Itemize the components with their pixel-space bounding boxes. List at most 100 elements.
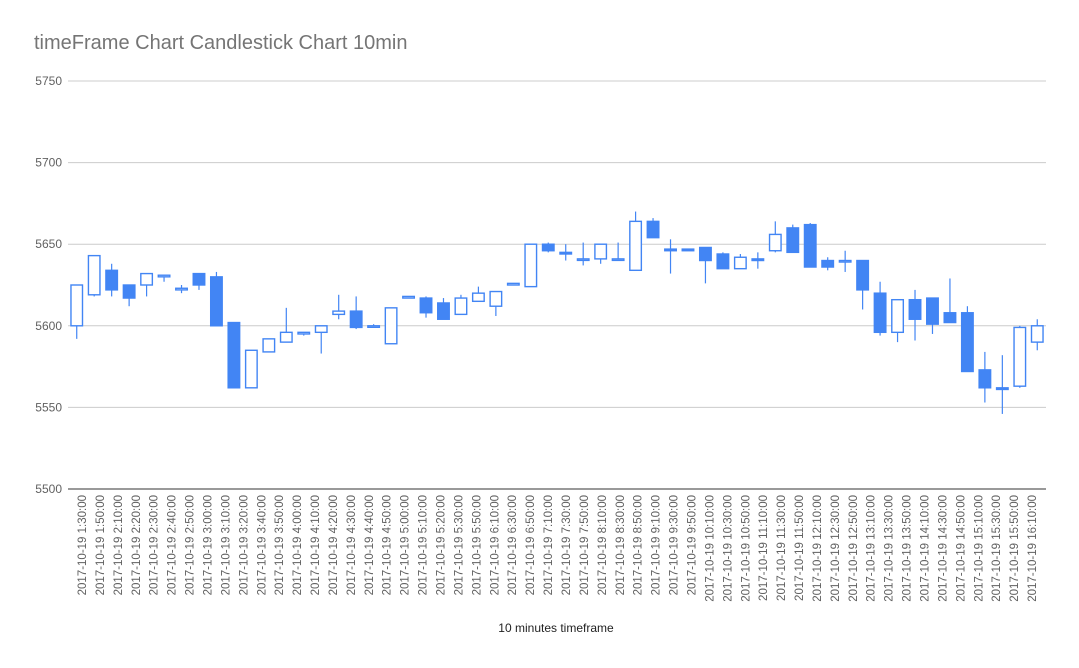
candle-body — [646, 220, 660, 239]
x-tick-label: 2017-10-19 2:40:00 — [167, 495, 179, 595]
candle-body — [541, 243, 555, 252]
candle-body — [786, 227, 800, 254]
x-tick-label: 2017-10-19 3:00:00 — [202, 495, 214, 595]
candle-body — [594, 243, 608, 260]
candle-body — [524, 243, 538, 288]
candle-body — [279, 331, 293, 343]
x-tick-label: 2017-10-19 11:10:00 — [758, 495, 770, 601]
candle-body — [821, 259, 835, 268]
candle-body — [611, 258, 625, 262]
candle-body — [437, 302, 450, 320]
x-tick-label: 2017-10-19 7:30:00 — [561, 495, 573, 595]
candle-body — [664, 248, 677, 252]
x-tick-label: 2017-10-19 9:50:00 — [686, 495, 698, 595]
x-tick-label: 2017-10-19 2:20:00 — [131, 495, 143, 595]
candle-body — [576, 258, 590, 262]
x-tick-label: 2017-10-19 13:50:00 — [902, 495, 914, 602]
x-tick-label: 2017-10-19 10:50:00 — [740, 495, 752, 602]
candle-body — [489, 290, 503, 307]
candle-body — [908, 298, 922, 320]
y-tick-label: 5550 — [35, 400, 62, 414]
candle-body — [716, 253, 730, 270]
x-tick-label: 2017-10-19 6:50:00 — [525, 495, 537, 595]
x-tick-label: 2017-10-19 1:50:00 — [95, 495, 107, 595]
candle-body — [995, 387, 1009, 391]
candle-body — [87, 254, 101, 296]
x-tick-label: 2017-10-19 3:10:00 — [220, 495, 232, 595]
x-tick-label: 2017-10-19 4:40:00 — [364, 495, 376, 595]
x-tick-label: 2017-10-19 12:50:00 — [848, 495, 860, 602]
candle-body — [332, 310, 346, 316]
x-tick-label: 2017-10-19 15:30:00 — [991, 495, 1003, 602]
candle-body — [1030, 325, 1044, 343]
candle-body — [244, 349, 258, 389]
y-tick-label: 5750 — [35, 74, 62, 88]
candle-body — [891, 298, 905, 334]
x-tick-label: 2017-10-19 4:10:00 — [310, 495, 322, 595]
candle-body — [978, 369, 992, 389]
x-tick-label: 2017-10-19 9:10:00 — [651, 495, 663, 595]
x-tick-label: 2017-10-19 14:30:00 — [937, 495, 949, 602]
x-tick-label: 2017-10-19 4:20:00 — [328, 495, 340, 595]
candle-body — [105, 269, 119, 291]
candle-body — [856, 259, 870, 291]
candle-body — [227, 321, 241, 389]
x-tick-label: 2017-10-19 5:20:00 — [436, 495, 448, 595]
x-tick-label: 2017-10-19 7:50:00 — [579, 495, 591, 595]
chart-title: timeFrame Chart Candlestick Chart 10min — [34, 32, 407, 54]
x-tick-label: 2017-10-19 3:40:00 — [256, 495, 268, 595]
x-tick-label: 2017-10-19 4:00:00 — [292, 495, 304, 595]
x-tick-label: 2017-10-19 3:50:00 — [274, 495, 286, 595]
candle-body — [209, 276, 223, 327]
candle-body — [768, 233, 782, 252]
y-tick-label: 5600 — [35, 319, 62, 333]
candle-body — [960, 312, 974, 373]
x-tick-label: 2017-10-19 5:30:00 — [453, 495, 465, 595]
candle-body — [1013, 326, 1027, 387]
candle-body — [192, 272, 206, 286]
x-tick-label: 2017-10-19 14:10:00 — [920, 495, 932, 602]
x-tick-label: 2017-10-19 1:30:00 — [77, 495, 89, 595]
x-tick-label: 2017-10-19 8:30:00 — [615, 495, 627, 595]
candle-body — [367, 325, 381, 328]
x-tick-label: 2017-10-19 8:50:00 — [633, 495, 645, 595]
candle-body — [698, 246, 712, 262]
candle-body — [175, 287, 188, 291]
x-tick-label: 2017-10-19 14:50:00 — [955, 495, 967, 602]
x-tick-label: 2017-10-19 12:30:00 — [830, 495, 842, 602]
x-tick-label: 2017-10-19 15:50:00 — [1009, 495, 1021, 602]
candle-body — [122, 284, 136, 299]
y-tick-label: 5500 — [35, 482, 62, 496]
x-tick-label: 2017-10-19 7:10:00 — [543, 495, 555, 595]
candle-body — [751, 258, 765, 262]
x-tick-label: 2017-10-19 6:30:00 — [507, 495, 519, 595]
x-tick-label: 2017-10-19 15:10:00 — [973, 495, 985, 602]
candle-body — [471, 292, 485, 303]
x-tick-label: 2017-10-19 10:30:00 — [722, 495, 734, 602]
candle-body — [943, 312, 957, 324]
x-tick-label: 2017-10-19 3:20:00 — [238, 495, 250, 595]
candle-body — [419, 297, 433, 314]
candle-body — [506, 282, 520, 286]
y-tick-label: 5650 — [35, 237, 62, 251]
y-tick-label: 5700 — [35, 156, 62, 170]
x-axis-ticks: 2017-10-19 1:30:00 2017-10-19 1:50:00 2017… — [77, 495, 1039, 602]
x-tick-label: 2017-10-19 2:30:00 — [149, 495, 161, 595]
x-tick-label: 2017-10-19 2:10:00 — [113, 495, 125, 595]
x-tick-label: 2017-10-19 8:10:00 — [597, 495, 609, 595]
candle-body — [70, 284, 84, 327]
candle-body — [838, 259, 852, 263]
candle-body — [873, 292, 887, 334]
candle-body — [629, 220, 643, 272]
x-tick-label: 2017-10-19 5:50:00 — [471, 495, 483, 595]
x-tick-label: 2017-10-19 11:30:00 — [776, 495, 788, 601]
candle-body — [402, 295, 416, 299]
x-tick-label: 2017-10-19 13:30:00 — [884, 495, 896, 602]
candles — [70, 211, 1044, 414]
candle-body — [559, 251, 573, 255]
x-tick-label: 2017-10-19 16:10:00 — [1027, 495, 1039, 602]
x-tick-label: 2017-10-19 10:10:00 — [704, 495, 716, 602]
